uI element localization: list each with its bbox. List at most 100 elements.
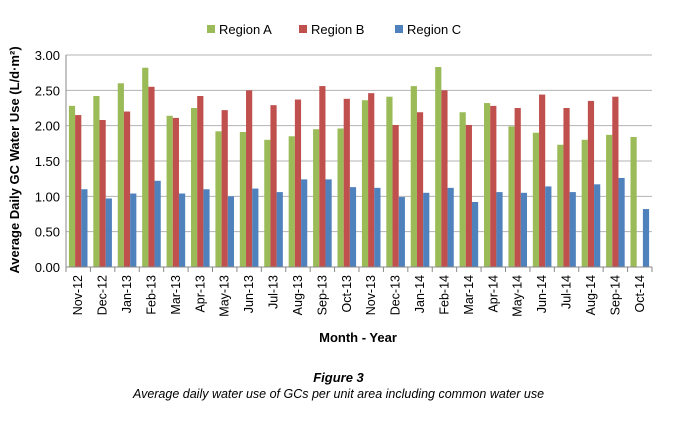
bar-region-c <box>325 179 332 267</box>
bar-region-a <box>532 132 540 267</box>
bar-region-c <box>496 192 503 267</box>
legend-swatch <box>299 25 307 33</box>
gridlines <box>66 54 652 233</box>
bar-region-c <box>398 197 405 267</box>
bar-region-c <box>81 189 88 267</box>
bar-region-c <box>642 209 650 267</box>
bar-region-c <box>569 192 576 267</box>
x-tick-label: May-13 <box>218 275 232 317</box>
legend-swatch <box>395 25 403 33</box>
legend-label: Region A <box>219 22 272 37</box>
bar-region-c <box>594 184 601 267</box>
bar-region-c <box>276 192 283 267</box>
bar-region-c <box>252 188 259 267</box>
x-tick-label: Jun-14 <box>535 275 549 313</box>
bar-region-b <box>490 105 497 267</box>
bar-region-a <box>288 136 295 267</box>
legend-swatch <box>207 25 215 33</box>
x-tick-label: Jan-14 <box>413 275 427 313</box>
bar-region-a <box>459 112 466 268</box>
x-tick-label: Sep-13 <box>315 275 329 315</box>
x-tick-label: Oct-13 <box>340 275 354 313</box>
x-tick-label: May-14 <box>511 275 525 317</box>
y-axis-ticks: 0.00 0.50 1.00 1.50 2.00 2.50 3.00 <box>35 48 60 275</box>
x-tick-label: Dec-12 <box>96 275 110 315</box>
bar-region-a <box>337 128 344 267</box>
bar-region-c <box>349 187 357 267</box>
y-tick-label: 2.00 <box>35 119 60 134</box>
bar-region-a <box>117 83 124 268</box>
bar-region-b <box>75 115 82 267</box>
x-axis-title: Month - Year <box>319 330 397 345</box>
x-tick-label: Oct-14 <box>633 275 647 313</box>
bar-region-c <box>423 192 430 267</box>
figure-label: Figure 3 <box>313 370 364 385</box>
axes <box>65 55 653 272</box>
bar-region-a <box>410 86 417 268</box>
bar-region-a <box>93 95 100 267</box>
bar-region-b <box>514 108 521 267</box>
bar-region-a <box>557 144 564 267</box>
bar-region-b <box>197 95 204 267</box>
bar-region-a <box>166 115 173 267</box>
bar-region-a <box>215 131 222 267</box>
bar-region-b <box>441 90 448 267</box>
bar-region-c <box>447 187 454 267</box>
x-tick-label: Nov-13 <box>364 275 378 315</box>
y-tick-label: 3.00 <box>35 48 60 63</box>
bar-region-a <box>361 100 369 267</box>
bar-region-b <box>270 105 277 267</box>
x-tick-label: Aug-14 <box>584 275 598 315</box>
x-tick-label: Mar-14 <box>462 275 476 315</box>
x-tick-label: Jul-13 <box>267 275 281 309</box>
bar-region-a <box>508 126 515 267</box>
bar-region-c <box>520 192 528 267</box>
bar-region-a <box>581 139 588 267</box>
x-tick-label: Apr-13 <box>193 275 207 313</box>
bar-region-b <box>246 90 253 267</box>
bar-region-b <box>368 93 375 267</box>
bars <box>68 67 650 268</box>
y-tick-label: 0.00 <box>35 260 60 275</box>
bar-region-a <box>386 96 393 268</box>
bar-region-c <box>130 193 137 267</box>
y-tick-label: 1.00 <box>35 189 60 204</box>
bar-region-b <box>563 108 570 267</box>
bar-region-b <box>343 98 350 268</box>
x-tick-label: Sep-14 <box>608 275 622 315</box>
bar-region-a <box>606 134 613 267</box>
y-axis-title: Average Daily GC Water Use (L/d·m²) <box>7 46 22 273</box>
bar-region-c <box>618 177 625 267</box>
bar-region-c <box>154 180 161 267</box>
bar-region-b <box>392 124 399 268</box>
bar-region-a <box>264 139 271 267</box>
bar-region-b <box>587 100 595 267</box>
bar-region-c <box>227 196 235 267</box>
figure-caption: Average daily water use of GCs per unit … <box>132 387 545 401</box>
bar-region-b <box>416 112 424 268</box>
bar-chart: 0.00 0.50 1.00 1.50 2.00 2.50 3.00 Nov-12 Dec-1… <box>7 22 653 345</box>
bar-region-b <box>99 120 106 267</box>
x-tick-label: Jan-13 <box>120 275 134 313</box>
legend-label: Region C <box>407 22 461 37</box>
bar-region-b <box>221 110 228 268</box>
bar-region-b <box>294 99 302 268</box>
bar-region-c <box>545 186 552 267</box>
bar-region-c <box>301 179 308 267</box>
bar-region-c <box>105 198 112 267</box>
bar-region-b <box>465 124 472 268</box>
x-tick-label: Feb-14 <box>437 275 451 315</box>
bar-region-a <box>68 105 76 267</box>
x-tick-label: Feb-13 <box>144 275 158 315</box>
bar-region-a <box>239 132 247 267</box>
bar-region-b <box>123 111 131 268</box>
bar-region-b <box>319 86 326 268</box>
bar-region-b <box>539 94 546 267</box>
bar-region-c <box>374 187 381 267</box>
bar-region-a <box>435 67 442 267</box>
bar-region-c <box>178 193 186 267</box>
y-tick-label: 1.50 <box>35 154 60 169</box>
bar-region-a <box>190 108 198 267</box>
x-tick-label: Jul-14 <box>560 275 574 309</box>
x-tick-label: Nov-12 <box>71 275 85 315</box>
